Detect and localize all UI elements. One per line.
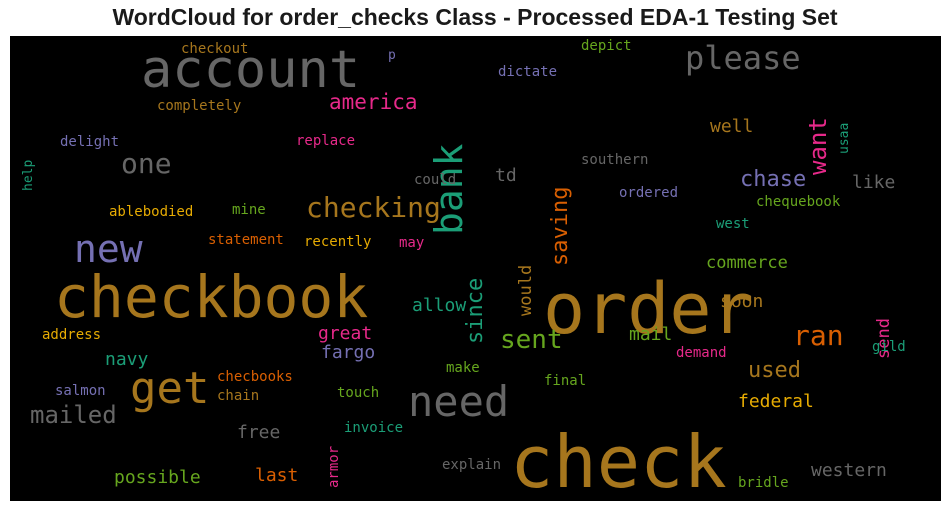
- word-want: want: [804, 117, 832, 175]
- wordcloud-canvas: check order checkbook account new get need bank…: [10, 36, 941, 501]
- word-possible: possible: [114, 467, 201, 488]
- word-navy: navy: [105, 349, 149, 370]
- word-checbooks: checbooks: [217, 369, 293, 385]
- word-fargo: fargo: [321, 342, 376, 363]
- word-checking: checking: [306, 191, 441, 224]
- word-mine: mine: [232, 202, 266, 218]
- word-explain: explain: [442, 457, 502, 473]
- word-invoice: invoice: [344, 420, 404, 436]
- word-help: help: [21, 159, 36, 191]
- word-dictate: dictate: [498, 64, 558, 80]
- word-delight: delight: [60, 134, 120, 150]
- word-please: please: [685, 39, 801, 77]
- word-west: west: [716, 216, 750, 232]
- word-saving: saving: [548, 186, 573, 266]
- word-ordered: ordered: [619, 185, 679, 201]
- word-p: p: [388, 48, 396, 63]
- word-bridle: bridle: [738, 475, 789, 491]
- word-allow: allow: [412, 295, 467, 316]
- word-mailed: mailed: [30, 401, 117, 429]
- word-ablebodied: ablebodied: [109, 204, 194, 220]
- word-td: td: [495, 165, 517, 186]
- word-completely: completely: [157, 98, 242, 114]
- word-well: well: [710, 116, 754, 137]
- word-usaa: usaa: [837, 122, 852, 154]
- word-could: could: [414, 172, 457, 188]
- word-address: address: [42, 327, 102, 343]
- word-depict: depict: [581, 38, 632, 54]
- word-may: may: [399, 235, 425, 251]
- word-statement: statement: [208, 232, 284, 248]
- word-checkout: checkout: [181, 41, 249, 57]
- word-replace: replace: [296, 133, 356, 149]
- word-last: last: [255, 465, 299, 486]
- word-check: check: [510, 420, 727, 501]
- word-demand: demand: [676, 345, 727, 361]
- word-chain: chain: [217, 388, 260, 404]
- word-great: great: [318, 323, 373, 344]
- word-get: get: [130, 363, 210, 414]
- word-final: final: [544, 373, 587, 389]
- word-sent: sent: [500, 325, 563, 355]
- word-southern: southern: [581, 152, 649, 168]
- word-chase: chase: [740, 167, 807, 192]
- word-free: free: [237, 422, 281, 443]
- wordcloud-title: WordCloud for order_checks Class - Proce…: [112, 4, 838, 30]
- word-western: western: [811, 460, 887, 481]
- word-mail: mail: [629, 324, 673, 345]
- word-one: one: [121, 147, 172, 180]
- word-new: new: [74, 227, 143, 271]
- word-make: make: [446, 360, 480, 376]
- word-touch: touch: [337, 385, 380, 401]
- word-gild: gild: [872, 339, 906, 355]
- word-soon: soon: [720, 291, 764, 312]
- word-used: used: [748, 358, 801, 383]
- word-america: america: [329, 90, 418, 114]
- word-commerce: commerce: [706, 253, 788, 273]
- word-armor: armor: [326, 445, 342, 488]
- word-recently: recently: [304, 234, 372, 250]
- word-federal: federal: [738, 391, 814, 412]
- word-ran: ran: [793, 319, 844, 352]
- word-need: need: [408, 377, 510, 426]
- word-account: account: [141, 40, 361, 100]
- word-chequebook: chequebook: [756, 194, 841, 210]
- word-salmon: salmon: [55, 383, 106, 399]
- word-order: order: [543, 268, 754, 350]
- word-like: like: [852, 172, 896, 193]
- word-checkbook: checkbook: [54, 263, 369, 331]
- word-since: since: [463, 277, 488, 344]
- word-would: would: [516, 264, 536, 316]
